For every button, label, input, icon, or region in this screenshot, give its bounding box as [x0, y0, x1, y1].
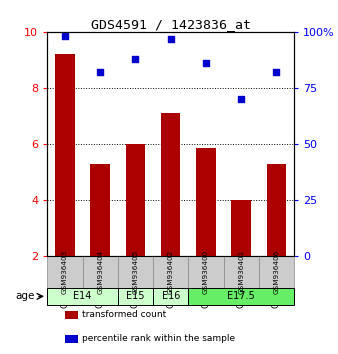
Bar — [267, 164, 286, 256]
Text: E17.5: E17.5 — [227, 291, 255, 301]
Text: GSM936403: GSM936403 — [62, 250, 68, 294]
Text: E15: E15 — [126, 291, 145, 301]
Title: GDS4591 / 1423836_at: GDS4591 / 1423836_at — [91, 18, 251, 31]
Text: GSM936404: GSM936404 — [97, 250, 103, 294]
Bar — [118, 288, 153, 305]
Bar — [161, 113, 180, 256]
Bar — [259, 256, 294, 288]
Point — [203, 61, 209, 66]
Text: age: age — [16, 291, 35, 301]
Bar — [82, 256, 118, 288]
Text: GSM936402: GSM936402 — [168, 250, 174, 294]
Bar — [232, 200, 251, 256]
Bar — [47, 288, 118, 305]
Point — [62, 34, 68, 39]
Point — [97, 69, 103, 75]
Bar — [188, 288, 294, 305]
Bar — [188, 256, 223, 288]
Point — [168, 36, 173, 41]
Bar — [118, 256, 153, 288]
Text: E16: E16 — [162, 291, 180, 301]
Text: GSM936401: GSM936401 — [238, 250, 244, 294]
Point — [274, 69, 279, 75]
Text: percentile rank within the sample: percentile rank within the sample — [82, 334, 235, 343]
Text: GSM936406: GSM936406 — [273, 250, 280, 294]
Bar — [196, 148, 216, 256]
Bar — [47, 256, 82, 288]
Bar — [126, 144, 145, 256]
Bar — [91, 164, 110, 256]
Point — [133, 56, 138, 62]
Point — [239, 96, 244, 102]
Bar — [153, 288, 188, 305]
Bar — [223, 256, 259, 288]
Bar — [65, 335, 78, 343]
Bar — [55, 54, 75, 256]
Text: GSM936405: GSM936405 — [132, 250, 139, 294]
Bar — [153, 256, 188, 288]
Text: E14: E14 — [73, 291, 92, 301]
Bar — [65, 311, 78, 319]
Text: GSM936400: GSM936400 — [203, 250, 209, 294]
Text: transformed count: transformed count — [82, 310, 166, 319]
